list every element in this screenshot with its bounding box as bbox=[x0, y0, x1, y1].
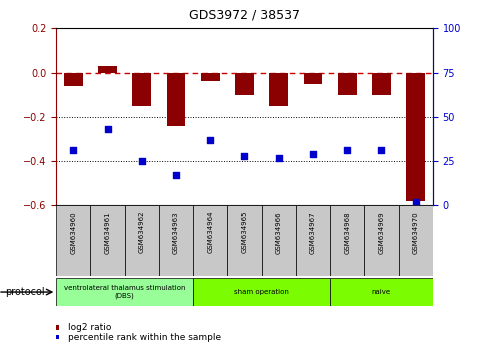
Point bbox=[138, 158, 145, 164]
Bar bbox=[371, 73, 390, 95]
Bar bbox=[227, 205, 261, 276]
Text: GSM634968: GSM634968 bbox=[344, 211, 349, 253]
Bar bbox=[235, 73, 253, 95]
Bar bbox=[261, 205, 295, 276]
Bar bbox=[303, 73, 322, 84]
Bar bbox=[56, 278, 193, 306]
Text: GSM634966: GSM634966 bbox=[275, 211, 281, 253]
Bar bbox=[295, 205, 329, 276]
Text: GSM634967: GSM634967 bbox=[309, 211, 315, 253]
Point bbox=[172, 172, 180, 178]
Text: naive: naive bbox=[371, 289, 390, 295]
Point bbox=[206, 137, 214, 143]
Text: log2 ratio: log2 ratio bbox=[68, 323, 112, 332]
Bar bbox=[56, 205, 90, 276]
Bar bbox=[329, 278, 432, 306]
Bar bbox=[124, 205, 159, 276]
Bar bbox=[166, 73, 185, 126]
Bar bbox=[132, 73, 151, 106]
Bar bbox=[90, 205, 124, 276]
Bar bbox=[269, 73, 287, 106]
Bar bbox=[201, 73, 219, 81]
Bar bbox=[398, 205, 432, 276]
Bar bbox=[98, 66, 117, 73]
Bar bbox=[64, 73, 82, 86]
Text: GDS3972 / 38537: GDS3972 / 38537 bbox=[189, 9, 299, 22]
Text: ventrolateral thalamus stimulation
(DBS): ventrolateral thalamus stimulation (DBS) bbox=[64, 285, 185, 299]
Text: GSM634969: GSM634969 bbox=[378, 211, 384, 253]
Text: GSM634962: GSM634962 bbox=[139, 211, 144, 253]
Point bbox=[240, 153, 248, 159]
Text: protocol: protocol bbox=[5, 287, 44, 297]
Bar bbox=[406, 73, 424, 201]
Bar bbox=[159, 205, 193, 276]
Bar bbox=[337, 73, 356, 95]
Point bbox=[69, 148, 77, 153]
Text: GSM634965: GSM634965 bbox=[241, 211, 247, 253]
Text: percentile rank within the sample: percentile rank within the sample bbox=[68, 333, 221, 342]
Point bbox=[308, 151, 316, 157]
Text: GSM634960: GSM634960 bbox=[70, 211, 76, 253]
Text: sham operation: sham operation bbox=[234, 289, 288, 295]
Point bbox=[377, 148, 385, 153]
Bar bbox=[193, 205, 227, 276]
Point bbox=[343, 148, 350, 153]
Bar bbox=[364, 205, 398, 276]
Text: GSM634963: GSM634963 bbox=[173, 211, 179, 253]
Text: GSM634964: GSM634964 bbox=[207, 211, 213, 253]
Point bbox=[103, 126, 111, 132]
Point bbox=[274, 155, 282, 160]
Point bbox=[411, 199, 419, 205]
Text: GSM634970: GSM634970 bbox=[412, 211, 418, 253]
Text: GSM634961: GSM634961 bbox=[104, 211, 110, 253]
Bar bbox=[193, 278, 329, 306]
Bar bbox=[329, 205, 364, 276]
